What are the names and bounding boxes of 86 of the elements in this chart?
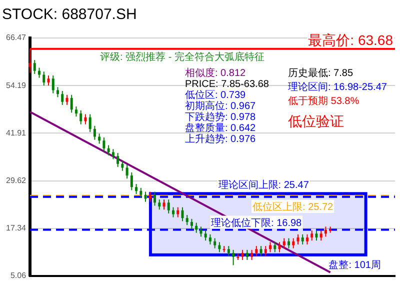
annotation: 相似度: 0.812 xyxy=(185,67,246,79)
candlestick xyxy=(324,226,327,238)
candlestick xyxy=(74,106,78,118)
candlestick xyxy=(190,218,193,230)
candlestick xyxy=(282,238,286,249)
candlestick xyxy=(158,198,161,210)
ref-line-label: 理论区间上限: 25.47 xyxy=(218,178,310,191)
candlestick xyxy=(218,242,221,253)
y-tick-label: 41.91 xyxy=(6,128,27,138)
candlestick xyxy=(130,172,133,191)
candlestick xyxy=(310,230,314,242)
candlestick xyxy=(38,67,41,78)
annotation: 理论区间: 16.98-25.47 xyxy=(288,81,388,93)
candlestick xyxy=(167,198,170,214)
candlestick xyxy=(241,249,244,260)
band-label: 盘整: 101周 xyxy=(328,258,381,271)
candlestick xyxy=(70,94,73,114)
candlestick xyxy=(66,94,68,106)
candlestick xyxy=(269,242,272,253)
annotation: PRICE: 7.85-63.68 xyxy=(185,79,270,90)
y-tick-label: 66.47 xyxy=(6,33,27,42)
candlestick xyxy=(80,110,82,125)
candlestick xyxy=(176,206,180,218)
candlestick xyxy=(52,74,54,94)
candlestick xyxy=(208,234,212,245)
ref-line-label: 低位区上限: 25.72 xyxy=(252,200,334,213)
candlestick xyxy=(274,242,276,253)
candlestick xyxy=(33,59,36,74)
candlestick xyxy=(232,249,235,266)
annotation: 初期高位: 0.967 xyxy=(185,100,256,112)
annotation: 下跌趋势: 0.978 xyxy=(185,111,256,123)
candlestick xyxy=(301,234,304,245)
candlestick xyxy=(246,249,248,260)
candlestick xyxy=(255,246,258,257)
candlestick xyxy=(84,114,87,125)
candlestick xyxy=(278,242,281,253)
annotation: 上升趋势: 0.976 xyxy=(185,133,256,145)
candlestick xyxy=(98,133,101,144)
candlestick xyxy=(42,71,46,86)
candlestick xyxy=(306,234,308,245)
candlestick xyxy=(107,144,110,156)
candlestick xyxy=(264,246,267,257)
candlestick xyxy=(186,214,188,226)
candlestick xyxy=(200,226,202,238)
candlestick xyxy=(135,183,138,195)
candlestick xyxy=(121,160,124,172)
y-tick-label: 5.06 xyxy=(10,271,27,280)
candlestick xyxy=(227,246,230,257)
ref-line-label: 理论低位下限: 16.98 xyxy=(211,216,302,229)
candlestick xyxy=(116,152,120,168)
candlestick xyxy=(144,191,147,202)
candlestick xyxy=(148,191,152,202)
candlestick xyxy=(140,187,142,198)
candlestick xyxy=(47,74,50,86)
candlestick xyxy=(250,249,254,260)
candlestick xyxy=(181,206,184,222)
annotation: 低位验证 xyxy=(288,113,344,129)
candlestick xyxy=(102,136,106,152)
candlestick xyxy=(260,246,262,257)
annotation: 评级: 强烈推荐 - 完全符合大弧底特征 xyxy=(100,51,264,63)
y-tick-label: 17.34 xyxy=(6,224,27,233)
candlestick xyxy=(204,230,207,242)
candlestick xyxy=(195,222,198,234)
candlestick xyxy=(287,238,290,249)
annotation: 低于预期 53.8% xyxy=(288,95,360,107)
candlestick xyxy=(172,206,174,218)
candlestick xyxy=(292,238,295,249)
ref-line-label: 最高价: 63.68 xyxy=(308,32,394,48)
candlestick xyxy=(162,198,166,210)
candlestick xyxy=(296,234,300,245)
annotation: 盘整质量: 0.642 xyxy=(185,122,256,134)
candlestick xyxy=(56,86,59,98)
candlestick xyxy=(315,230,318,242)
y-tick-label: 29.62 xyxy=(6,176,27,186)
y-tick-label: 54.19 xyxy=(6,80,27,90)
candlestick xyxy=(61,90,64,106)
candlestick xyxy=(154,191,156,206)
chart-title: STOCK: 688707.SH xyxy=(2,6,137,24)
candlestick xyxy=(126,164,128,180)
annotation: 低位区: 0.739 xyxy=(185,89,246,101)
annotation: 历史最低: 7.85 xyxy=(288,67,354,79)
candlestick xyxy=(88,114,92,133)
candlestick xyxy=(320,230,322,242)
candlestick xyxy=(93,125,96,140)
candlestick xyxy=(214,238,216,249)
candlestick xyxy=(112,148,114,160)
